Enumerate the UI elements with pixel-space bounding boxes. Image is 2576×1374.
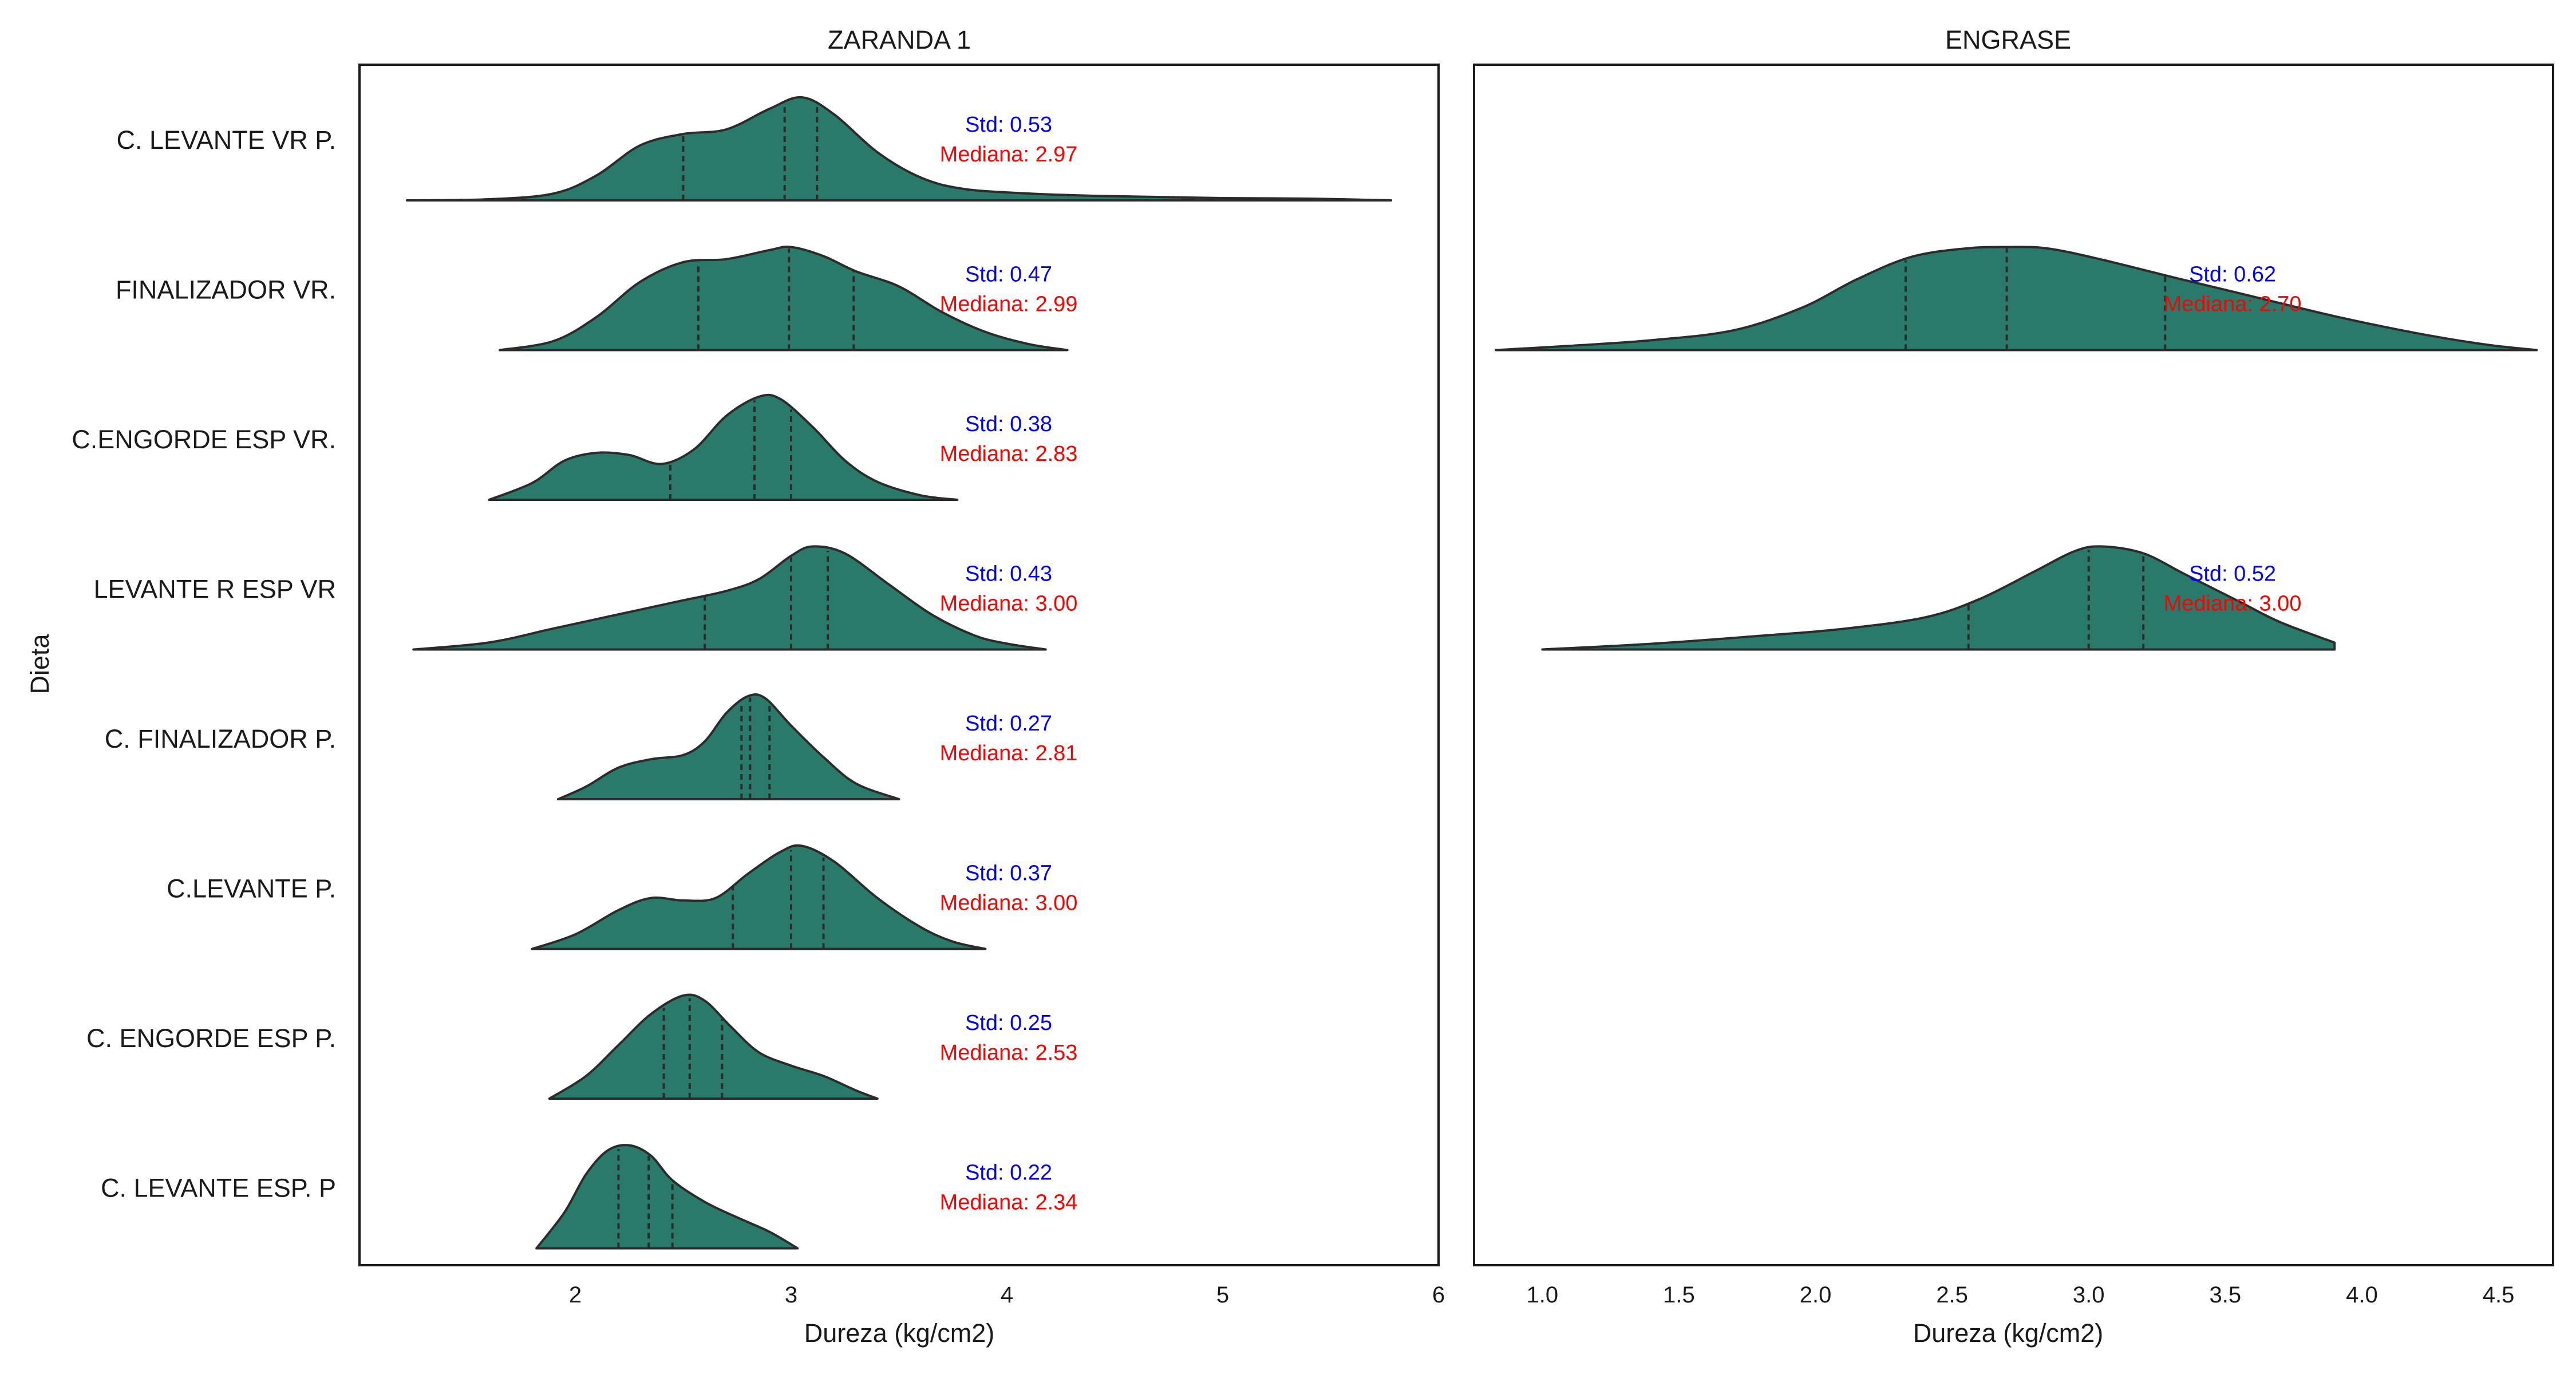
y-tick-label-c-levante-vr-p: C. LEVANTE VR P.	[117, 125, 336, 155]
x-tick-label: 2.0	[1800, 1282, 1832, 1308]
plot-frame-zaranda-1	[358, 64, 1440, 1266]
median-label-c-levante-vr-p: Mediana: 2.97	[940, 143, 1078, 167]
violin-body-levante-r-esp-vr	[1541, 545, 2336, 651]
y-tick-labels: C. LEVANTE VR P. FINALIZADOR VR. C.ENGORDE…	[72, 125, 336, 1203]
violin-c-levante-p: Std: 0.37 Mediana: 3.00	[531, 844, 1078, 950]
median-label-levante-r-esp-vr: Mediana: 3.00	[2164, 592, 2302, 616]
median-label-c-levante-p: Mediana: 3.00	[940, 891, 1078, 915]
median-label-c-finalizador-p: Mediana: 2.81	[940, 741, 1078, 765]
x-ticks-engrase: 1.0 1.5 2.0 2.5 3.0 3.5 4.0 4.5	[1526, 1282, 2514, 1308]
median-label-c-engorde-esp-p: Mediana: 2.53	[940, 1041, 1078, 1065]
violins-engrase: Std: 0.62 Mediana: 2.70 Std: 0.52 Mediana: …	[1495, 246, 2538, 651]
violin-c-engorde-esp-p: Std: 0.25 Mediana: 2.53	[548, 993, 1078, 1100]
y-tick-label-levante-r-esp-vr: LEVANTE R ESP VR	[94, 575, 336, 604]
violin-body-c-engorde-esp-vr	[488, 393, 959, 501]
panel-title-engrase: ENGRASE	[1945, 25, 2071, 54]
x-tick-label: 3	[785, 1282, 797, 1308]
std-label-levante-r-esp-vr: Std: 0.52	[2189, 562, 2276, 586]
violin-body-c-levante-esp-p	[535, 1144, 799, 1250]
y-axis-label: Dieta	[25, 634, 54, 694]
x-tick-label: 2.5	[1936, 1282, 1968, 1308]
x-tick-label: 3.5	[2210, 1282, 2242, 1308]
std-label-finalizador-vr: Std: 0.62	[2189, 263, 2276, 287]
violin-c-levante-esp-p: Std: 0.22 Mediana: 2.34	[535, 1144, 1078, 1250]
violin-c-engorde-esp-vr: Std: 0.38 Mediana: 2.83	[488, 393, 1078, 501]
violins-zaranda-1: Std: 0.53 Mediana: 2.97 Std: 0.47 Mediana: …	[405, 96, 1393, 1250]
std-label-c-engorde-esp-vr: Std: 0.38	[965, 412, 1052, 436]
std-label-c-engorde-esp-p: Std: 0.25	[965, 1011, 1052, 1035]
violin-body-c-engorde-esp-p	[548, 993, 879, 1100]
y-tick-label-finalizador-vr: FINALIZADOR VR.	[116, 275, 336, 305]
std-label-c-levante-esp-p: Std: 0.22	[965, 1161, 1052, 1185]
median-label-c-engorde-esp-vr: Mediana: 2.83	[940, 442, 1078, 466]
x-tick-label: 5	[1216, 1282, 1229, 1308]
std-label-finalizador-vr: Std: 0.47	[965, 263, 1052, 287]
std-label-c-levante-vr-p: Std: 0.53	[965, 113, 1052, 137]
median-label-finalizador-vr: Mediana: 2.70	[2164, 293, 2302, 317]
median-label-finalizador-vr: Mediana: 2.99	[940, 293, 1078, 317]
violin-body-levante-r-esp-vr	[412, 545, 1047, 651]
violin-levante-r-esp-vr: Std: 0.43 Mediana: 3.00	[412, 545, 1078, 651]
x-tick-label: 4	[1001, 1282, 1013, 1308]
x-tick-label: 3.0	[2073, 1282, 2105, 1308]
x-axis-label-engrase: Dureza (kg/cm2)	[1913, 1318, 2104, 1348]
violin-body-c-levante-p	[531, 844, 987, 950]
y-tick-label-c-engorde-esp-vr: C.ENGORDE ESP VR.	[72, 425, 336, 454]
violin-body-finalizador-vr	[1495, 246, 2538, 352]
x-tick-label: 4.0	[2346, 1282, 2378, 1308]
violin-body-c-finalizador-p	[556, 693, 900, 800]
std-label-c-finalizador-p: Std: 0.27	[965, 712, 1052, 736]
x-tick-label: 1.0	[1526, 1282, 1558, 1308]
violin-c-levante-vr-p: Std: 0.53 Mediana: 2.97	[405, 96, 1393, 202]
y-tick-label-c-finalizador-p: C. FINALIZADOR P.	[105, 724, 336, 753]
y-tick-label-c-levante-esp-p: C. LEVANTE ESP. P	[101, 1174, 336, 1203]
std-label-levante-r-esp-vr: Std: 0.43	[965, 562, 1052, 586]
std-label-c-levante-p: Std: 0.37	[965, 862, 1052, 886]
median-label-levante-r-esp-vr: Mediana: 3.00	[940, 592, 1078, 616]
violin-c-finalizador-p: Std: 0.27 Mediana: 2.81	[556, 693, 1078, 800]
violin-body-finalizador-vr	[499, 246, 1069, 352]
x-tick-label: 2	[569, 1282, 582, 1308]
plot-frame-engrase	[1473, 64, 2554, 1266]
violin-levante-r-esp-vr: Std: 0.52 Mediana: 3.00	[1541, 545, 2336, 651]
x-ticks-zaranda-1: 2 3 4 5 6	[569, 1282, 1445, 1308]
violin-finalizador-vr: Std: 0.62 Mediana: 2.70	[1495, 246, 2538, 352]
panel-title-zaranda-1: ZARANDA 1	[828, 25, 971, 54]
median-label-c-levante-esp-p: Mediana: 2.34	[940, 1191, 1078, 1215]
violin-finalizador-vr: Std: 0.47 Mediana: 2.99	[499, 246, 1078, 352]
x-axis-label-zaranda-1: Dureza (kg/cm2)	[804, 1318, 995, 1348]
x-tick-label: 4.5	[2483, 1282, 2515, 1308]
violin-body-c-levante-vr-p	[405, 96, 1393, 202]
panel-zaranda-1: ZARANDA 1 Std: 0.53 Mediana: 2.97 Std: 0.4…	[358, 25, 1445, 1348]
y-tick-label-c-levante-p: C.LEVANTE P.	[167, 874, 336, 903]
x-tick-label: 1.5	[1663, 1282, 1695, 1308]
panel-engrase: ENGRASE Std: 0.62 Mediana: 2.70 Std: 0.52 M…	[1473, 25, 2554, 1348]
y-tick-label-c-engorde-esp-p: C. ENGORDE ESP P.	[86, 1024, 336, 1053]
x-tick-label: 6	[1432, 1282, 1445, 1308]
